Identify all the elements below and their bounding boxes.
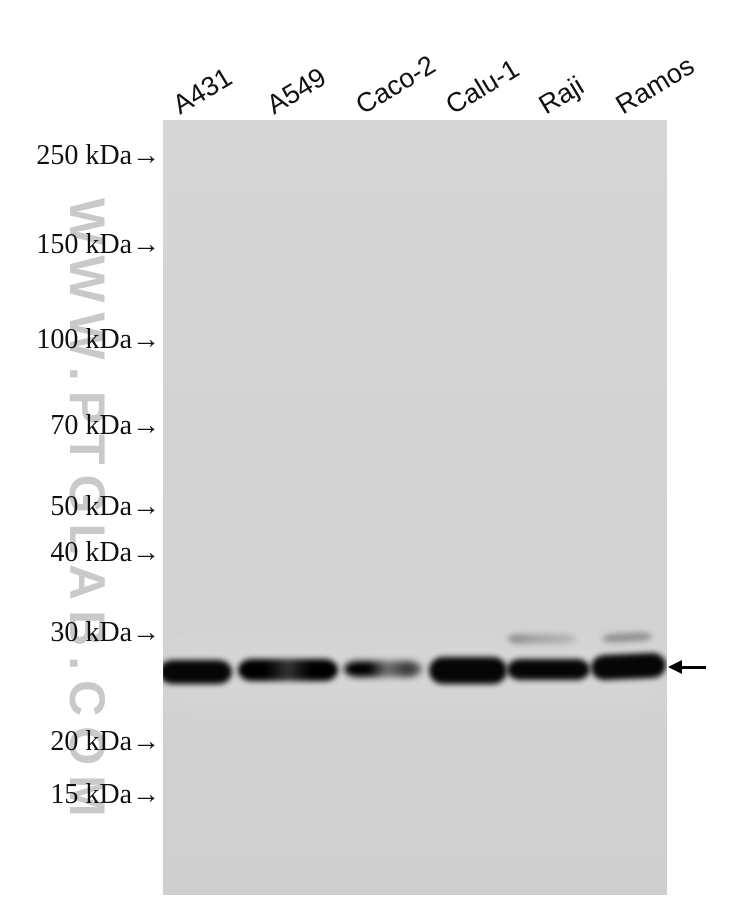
mw-marker-70: 70 kDa→ xyxy=(50,410,160,441)
mw-marker-250: 250 kDa→ xyxy=(36,140,160,171)
lane-label-a549: A549 xyxy=(261,61,332,120)
mw-marker-150: 150 kDa→ xyxy=(36,229,160,260)
mw-marker-40: 40 kDa→ xyxy=(50,537,160,568)
watermark-text: WWW.PTGLAB.COM xyxy=(59,198,115,827)
faint-band-raji xyxy=(508,634,576,644)
mw-marker-30: 30 kDa→ xyxy=(50,617,160,648)
band-ramos xyxy=(590,652,667,681)
lane-label-raji: Raji xyxy=(533,70,589,120)
band-calu1 xyxy=(429,657,507,684)
lane-label-caco2: Caco-2 xyxy=(350,49,441,120)
lane-label-a431: A431 xyxy=(167,61,238,120)
band-caco2 xyxy=(344,661,422,677)
lane-label-calu1: Calu-1 xyxy=(440,53,525,121)
band-a549 xyxy=(238,659,338,681)
mw-marker-15: 15 kDa→ xyxy=(50,779,160,810)
band-pointer-arrow xyxy=(668,655,708,679)
mw-marker-50: 50 kDa→ xyxy=(50,491,160,522)
lane-label-ramos: Ramos xyxy=(610,50,700,120)
blot-membrane xyxy=(163,120,667,895)
left-arrow-icon xyxy=(668,660,682,674)
mw-marker-100: 100 kDa→ xyxy=(36,324,160,355)
band-a431 xyxy=(163,660,232,684)
band-raji xyxy=(507,659,590,680)
mw-marker-20: 20 kDa→ xyxy=(50,726,160,757)
